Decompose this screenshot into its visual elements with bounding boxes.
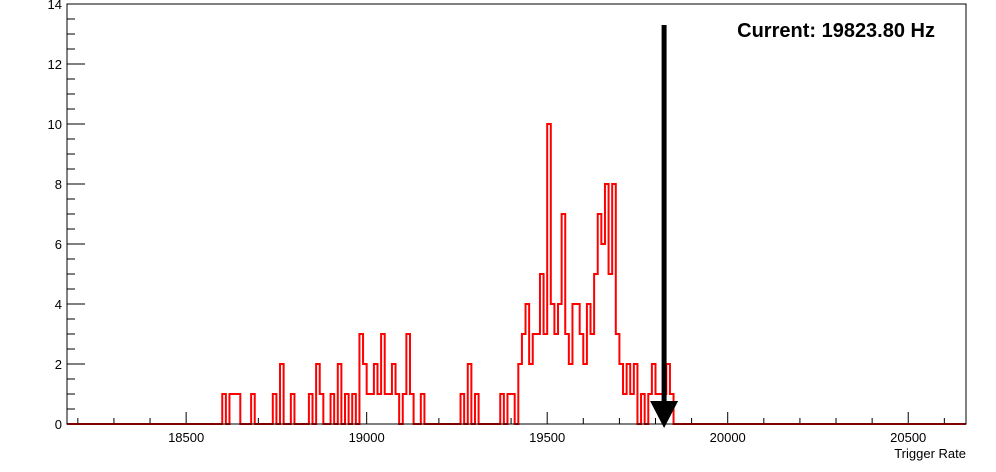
histogram-series-line [67, 123, 966, 425]
current-rate-arrow-head [650, 401, 679, 428]
x-tick-label: 20000 [710, 430, 746, 445]
y-tick-label: 6 [55, 237, 62, 252]
x-tick-label: 20500 [890, 430, 926, 445]
y-tick-label: 0 [55, 417, 62, 432]
x-tick-label: 18500 [168, 430, 204, 445]
x-tick-label: 19000 [349, 430, 385, 445]
x-tick-label: 19500 [529, 430, 565, 445]
y-tick-label: 4 [55, 297, 62, 312]
current-rate-annotation: Current: 19823.80 Hz [737, 20, 935, 42]
y-tick-label: 10 [48, 117, 62, 132]
y-tick-label: 8 [55, 177, 62, 192]
y-tick-label: 12 [48, 57, 62, 72]
x-axis-title: Trigger Rate [894, 446, 966, 461]
tick-labels: 18500 19000 19500 20000 20500 0 2 4 6 8 10 12 14 [48, 0, 927, 445]
y-tick-label: 2 [55, 357, 62, 372]
y-tick-label: 14 [48, 0, 62, 12]
plot-frame [66, 3, 967, 425]
